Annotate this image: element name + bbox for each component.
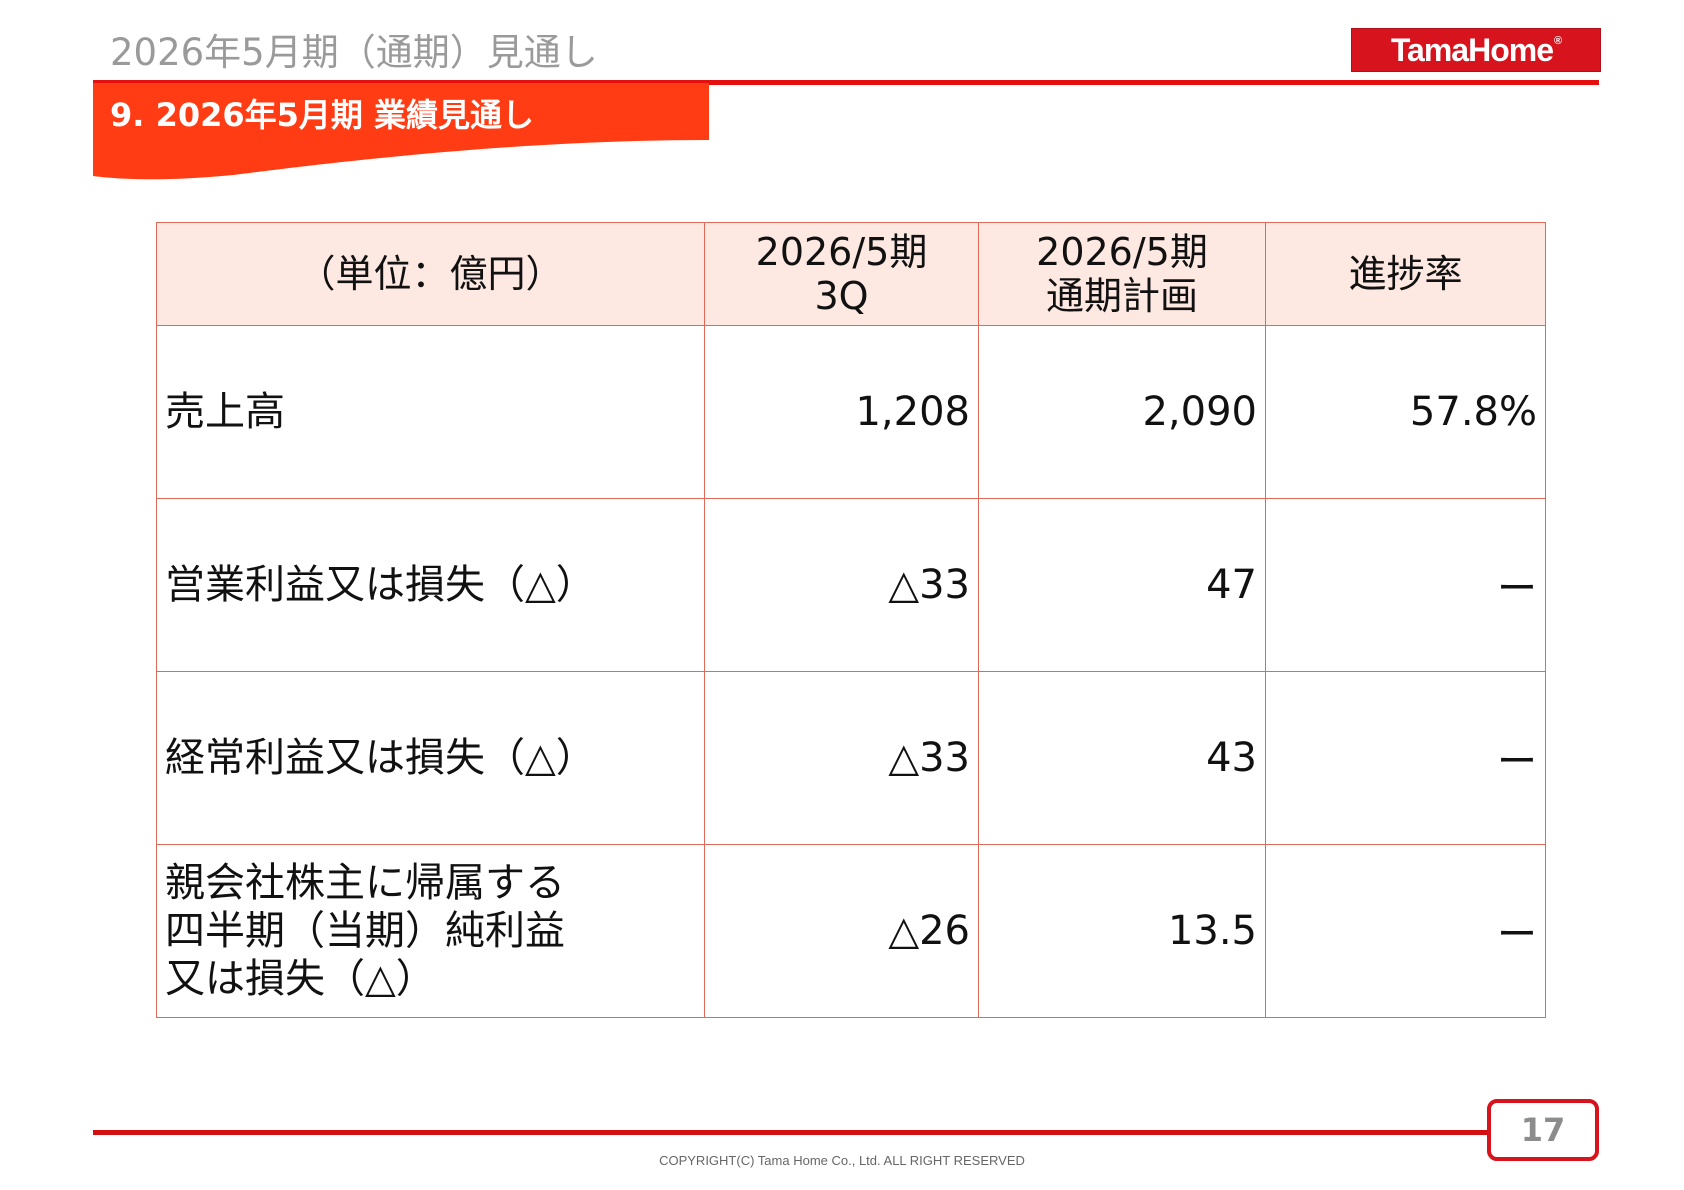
cell-3q: △33	[704, 671, 979, 845]
footer-divider	[93, 1130, 1493, 1135]
table-row: 営業利益又は損失（△） △33 47 ー	[156, 498, 1546, 672]
page-title: 2026年5月期（通期）見通し	[110, 31, 598, 74]
cell-3q: △33	[704, 498, 979, 672]
section-banner-shape	[93, 83, 709, 180]
row-label: 営業利益又は損失（△）	[156, 498, 705, 672]
tamahome-logo: TamaHome ®	[1351, 28, 1601, 72]
header-divider	[93, 80, 1599, 85]
cell-progress: ー	[1265, 671, 1546, 845]
section-title: 9. 2026年5月期 業績見通し	[110, 96, 535, 134]
page-number: 17	[1520, 1111, 1566, 1149]
cell-progress: ー	[1265, 498, 1546, 672]
row-label: 経常利益又は損失（△）	[156, 671, 705, 845]
header-full-year-plan: 2026/5期 通期計画	[978, 222, 1266, 326]
table-row: 親会社株主に帰属する 四半期（当期）純利益 又は損失（△） △26 13.5 ー	[156, 844, 1546, 1018]
header-progress-rate: 進捗率	[1265, 222, 1546, 326]
table-row: 経常利益又は損失（△） △33 43 ー	[156, 671, 1546, 845]
table-header-row: （単位：億円） 2026/5期 3Q 2026/5期 通期計画 進捗率	[156, 222, 1546, 326]
table-row: 売上高 1,208 2,090 57.8%	[156, 325, 1546, 499]
registered-mark: ®	[1554, 35, 1562, 47]
copyright-notice: COPYRIGHT(C) Tama Home Co., Ltd. ALL RIG…	[659, 1153, 1025, 1168]
cell-3q: 1,208	[704, 325, 979, 499]
cell-plan: 2,090	[978, 325, 1266, 499]
logo-text: TamaHome	[1390, 31, 1554, 68]
row-label: 親会社株主に帰属する 四半期（当期）純利益 又は損失（△）	[156, 844, 705, 1018]
cell-plan: 43	[978, 671, 1266, 845]
row-label: 売上高	[156, 325, 705, 499]
forecast-table: （単位：億円） 2026/5期 3Q 2026/5期 通期計画 進捗率 売上高 1,…	[156, 222, 1546, 1018]
header-3q: 2026/5期 3Q	[704, 222, 979, 326]
cell-plan: 13.5	[978, 844, 1266, 1018]
cell-plan: 47	[978, 498, 1266, 672]
cell-3q: △26	[704, 844, 979, 1018]
cell-progress: ー	[1265, 844, 1546, 1018]
header-unit: （単位：億円）	[156, 222, 705, 326]
cell-progress: 57.8%	[1265, 325, 1546, 499]
page-number-badge: 17	[1487, 1099, 1599, 1161]
